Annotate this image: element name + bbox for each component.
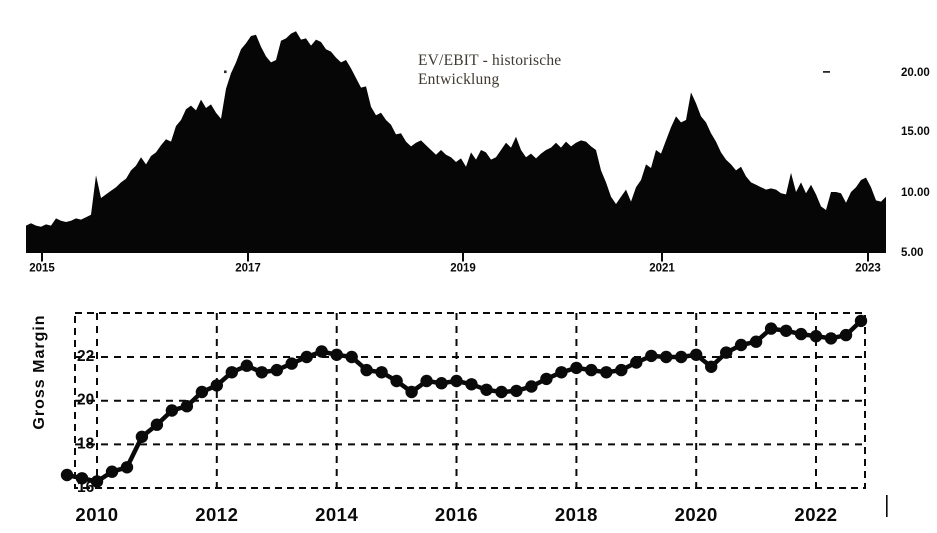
data-point [270, 363, 283, 377]
data-point [225, 366, 238, 379]
data-point [345, 350, 358, 364]
data-point [600, 366, 613, 379]
data-point [210, 379, 223, 392]
y-tick-label: 20 [77, 392, 94, 409]
stray-vertical-line [886, 495, 888, 517]
data-point [135, 430, 149, 443]
stray-dot-mark [224, 70, 227, 74]
data-point [720, 346, 733, 359]
data-point [300, 350, 313, 364]
y-tick-label: 10.00 [901, 187, 930, 199]
data-point [839, 328, 853, 342]
data-point [480, 383, 493, 396]
data-point [525, 380, 538, 393]
data-point [809, 330, 823, 343]
data-point [360, 363, 373, 377]
ev-ebit-chart: 2015 2017 2019 2021 2023 20.00 15.00 10.00 5.00… [26, 31, 930, 275]
x-tick-label: 2010 [75, 504, 118, 525]
data-point [330, 348, 343, 361]
data-point [75, 472, 89, 485]
data-point [555, 366, 568, 379]
ev-ebit-area-series [26, 31, 886, 254]
x-tick-label: 2023 [855, 263, 881, 275]
data-point [120, 461, 134, 474]
gross-margin-axis-title: Gross Margin [31, 314, 48, 429]
data-point [495, 385, 508, 399]
data-point [510, 384, 523, 398]
data-point [645, 349, 658, 363]
data-point [675, 350, 688, 364]
data-point [660, 350, 673, 364]
data-point [255, 366, 268, 379]
y-tick-label: 15.00 [901, 126, 930, 138]
data-point [405, 385, 418, 399]
data-point [315, 345, 328, 358]
data-point [540, 372, 553, 386]
chart-title-line2: Entwicklung [418, 71, 499, 88]
data-point [165, 404, 179, 417]
stray-dash-mark [823, 71, 830, 73]
data-point [105, 465, 119, 478]
data-point [615, 363, 628, 377]
data-point [195, 385, 209, 399]
gross-margin-plot-frame [74, 312, 866, 489]
x-tick-label: 2014 [315, 504, 358, 525]
x-tick-label: 2018 [555, 504, 598, 525]
y-tick-label: 20.00 [901, 67, 930, 79]
data-point [854, 314, 868, 328]
data-point [794, 327, 808, 341]
ev-ebit-y-axis-labels: 20.00 15.00 10.00 5.00 [901, 67, 930, 259]
data-point [630, 356, 643, 369]
x-tick-label: 2019 [450, 263, 476, 275]
data-point [690, 348, 703, 361]
data-point [285, 357, 298, 370]
gross-margin-x-tick-labels: 2010 2012 2014 2016 2018 2020 2022 [75, 504, 837, 525]
data-point [435, 377, 448, 390]
data-point [779, 324, 793, 337]
x-tick-label: 2017 [235, 263, 261, 275]
data-point [764, 322, 778, 335]
data-point [390, 374, 403, 388]
x-tick-label: 2012 [195, 504, 238, 525]
data-point [90, 475, 104, 488]
data-point [570, 361, 583, 375]
ev-ebit-x-axis: 2015 2017 2019 2021 2023 [29, 250, 881, 275]
y-tick-label: 18 [77, 435, 95, 452]
data-point [375, 366, 388, 379]
x-tick-label: 2021 [649, 263, 675, 275]
data-point [420, 374, 433, 388]
data-point [749, 335, 763, 348]
data-point [150, 418, 164, 431]
data-point [465, 378, 478, 391]
y-tick-label: 22 [77, 348, 94, 365]
data-point [585, 363, 598, 377]
data-point [705, 360, 718, 373]
gross-margin-data-points [60, 314, 868, 488]
data-point [60, 468, 74, 482]
data-point [734, 338, 748, 352]
x-tick-label: 2022 [794, 504, 837, 525]
x-tick-label: 2016 [435, 504, 478, 525]
chart-title-line1: EV/EBIT - historische [418, 52, 561, 69]
x-tick-label: 2020 [675, 504, 718, 525]
data-point [180, 400, 194, 413]
x-tick-label: 2015 [29, 263, 55, 275]
y-tick-label: 5.00 [901, 247, 923, 259]
data-point [450, 374, 463, 388]
data-point [240, 359, 253, 372]
data-point [824, 332, 838, 345]
